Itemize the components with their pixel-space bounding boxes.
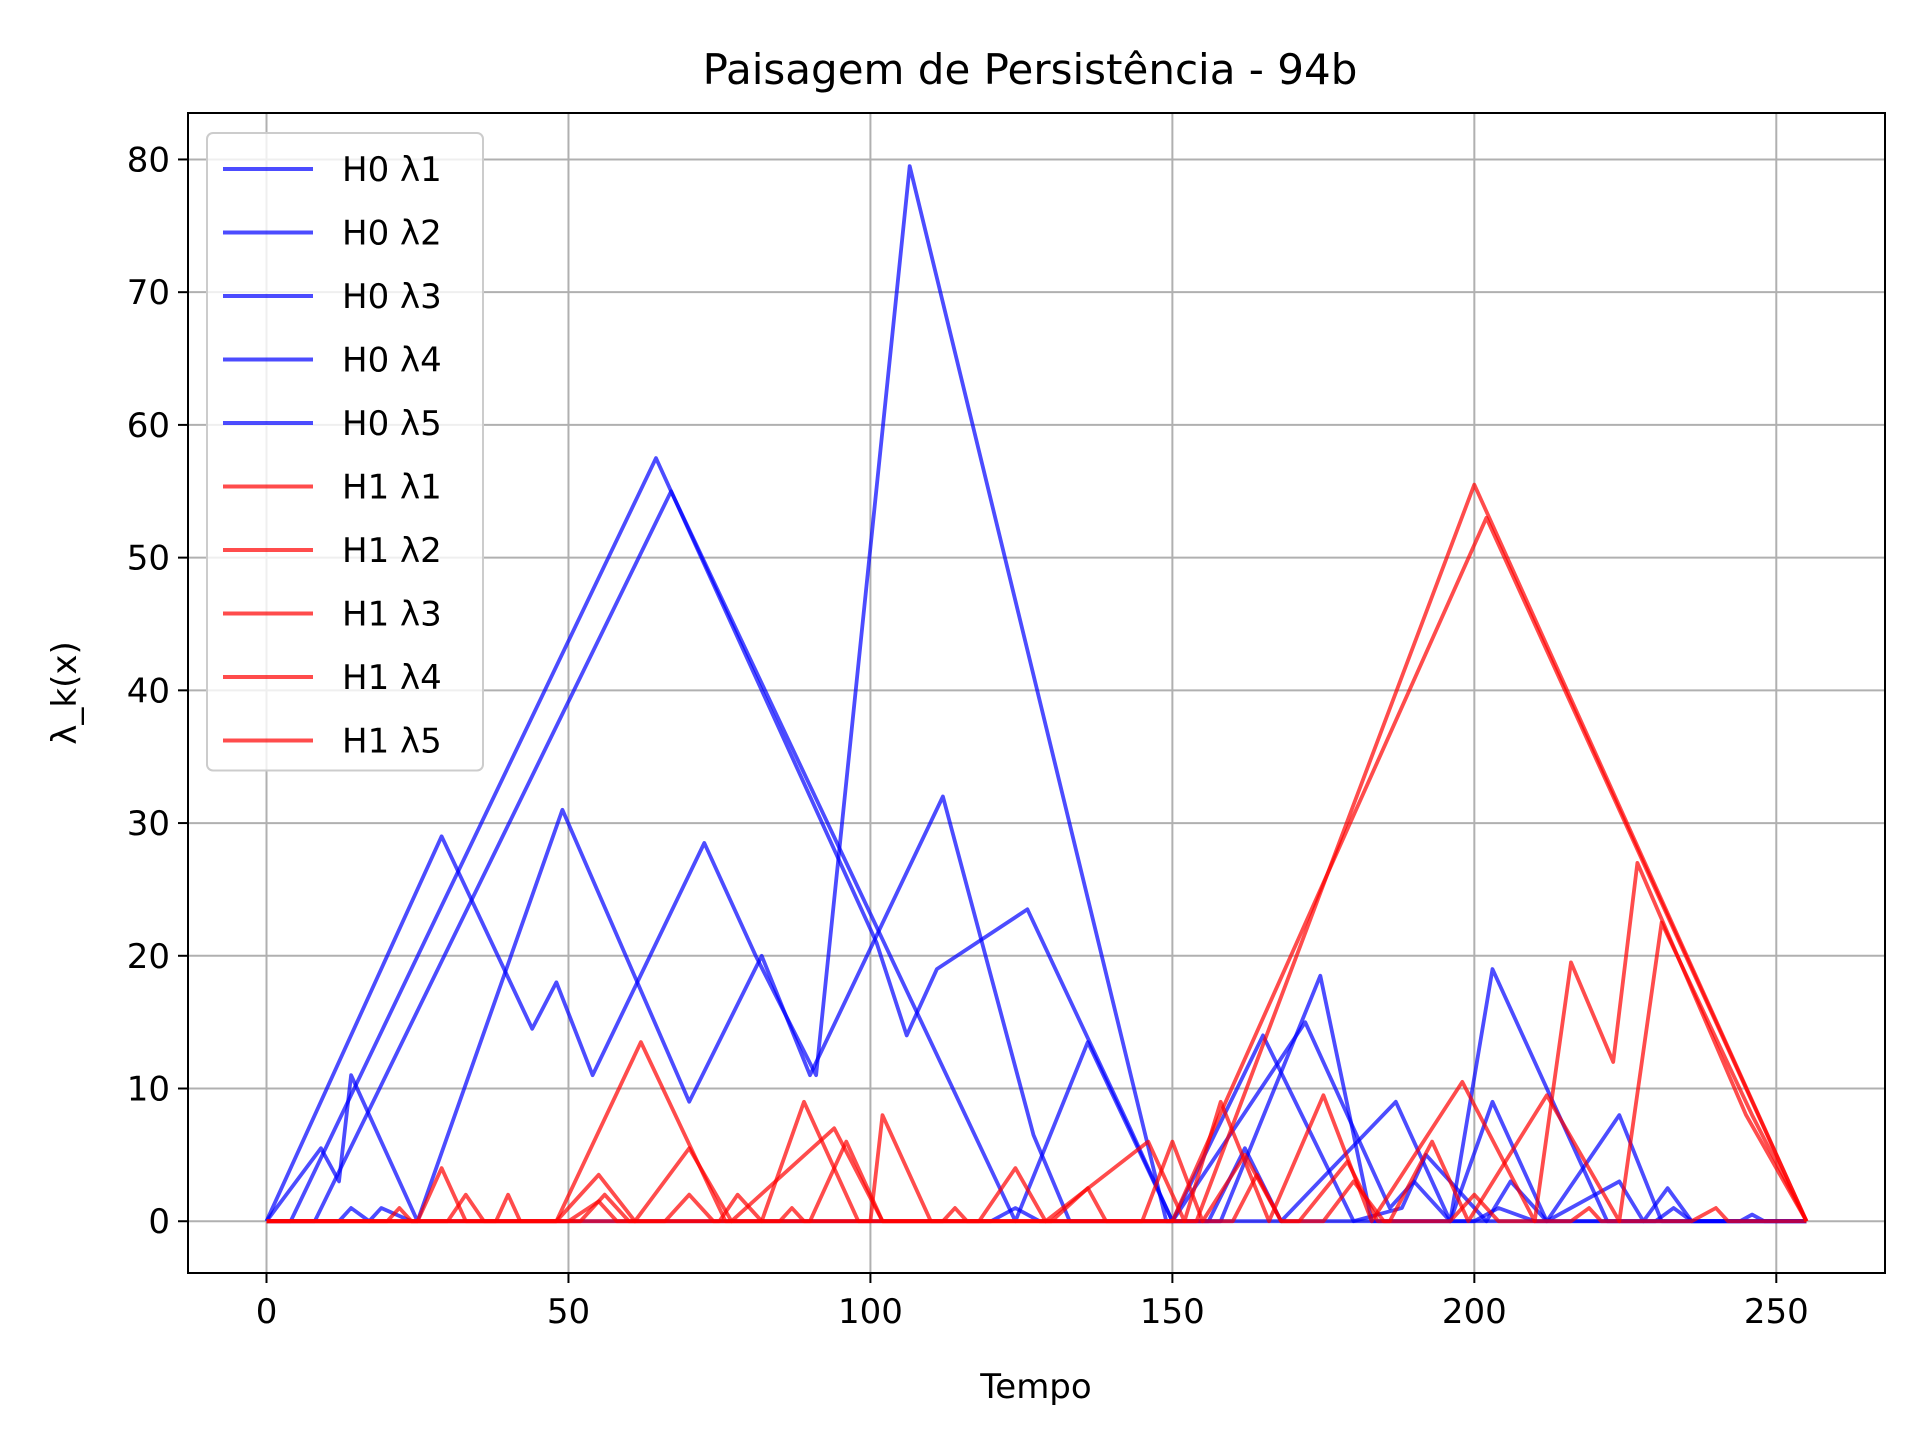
x-tick-label: 0 (256, 1292, 278, 1332)
y-tick-label: 70 (127, 273, 170, 313)
legend-label: H0 λ5 (342, 404, 442, 444)
legend-label: H0 λ2 (342, 214, 442, 254)
legend-label: H0 λ1 (342, 150, 442, 190)
x-tick-label: 250 (1744, 1292, 1809, 1332)
legend-label: H1 λ1 (342, 468, 442, 508)
x-tick-label: 150 (1140, 1292, 1205, 1332)
legend: H0 λ1 H0 λ2 H0 λ3 H0 λ4 H0 λ5 H1 λ1 H1 λ2 H1 λ3… (206, 132, 484, 772)
y-tick-label: 60 (127, 406, 170, 446)
y-axis-label: λ_k(x) (45, 641, 85, 744)
chart-title: Paisagem de Persistência - 94b (703, 45, 1358, 94)
y-tick-label: 80 (127, 140, 170, 180)
x-axis-label: Tempo (979, 1367, 1091, 1407)
y-tick-label: 50 (127, 539, 170, 579)
legend-label: H1 λ3 (342, 595, 442, 635)
y-tick-label: 30 (127, 804, 170, 844)
legend-label: H1 λ2 (342, 531, 442, 571)
y-tick-label: 40 (127, 671, 170, 711)
plot-area-frame (187, 112, 1886, 1274)
legend-label: H1 λ4 (342, 658, 442, 698)
series-line-10 (266, 1172, 1807, 1224)
series-layer (264, 164, 1809, 1224)
legend-label: H0 λ3 (342, 277, 442, 317)
legend-box (206, 132, 484, 772)
series-line-2 (264, 794, 1807, 1224)
x-tick-label: 50 (547, 1292, 590, 1332)
y-tick-label: 0 (148, 1202, 170, 1242)
series-line-9 (266, 920, 1809, 1224)
legend-label: H0 λ4 (342, 341, 442, 381)
x-tick-label: 100 (838, 1292, 903, 1332)
y-tick-label: 20 (127, 937, 170, 977)
y-tick-label: 10 (127, 1070, 170, 1110)
legend-label: H1 λ5 (342, 722, 442, 762)
x-tick-label: 200 (1442, 1292, 1507, 1332)
tick-layer: 0 50 100 150 200 250 0 10 20 30 40 50 60 70 80 (127, 140, 1809, 1332)
series-line-4 (266, 489, 1807, 1224)
